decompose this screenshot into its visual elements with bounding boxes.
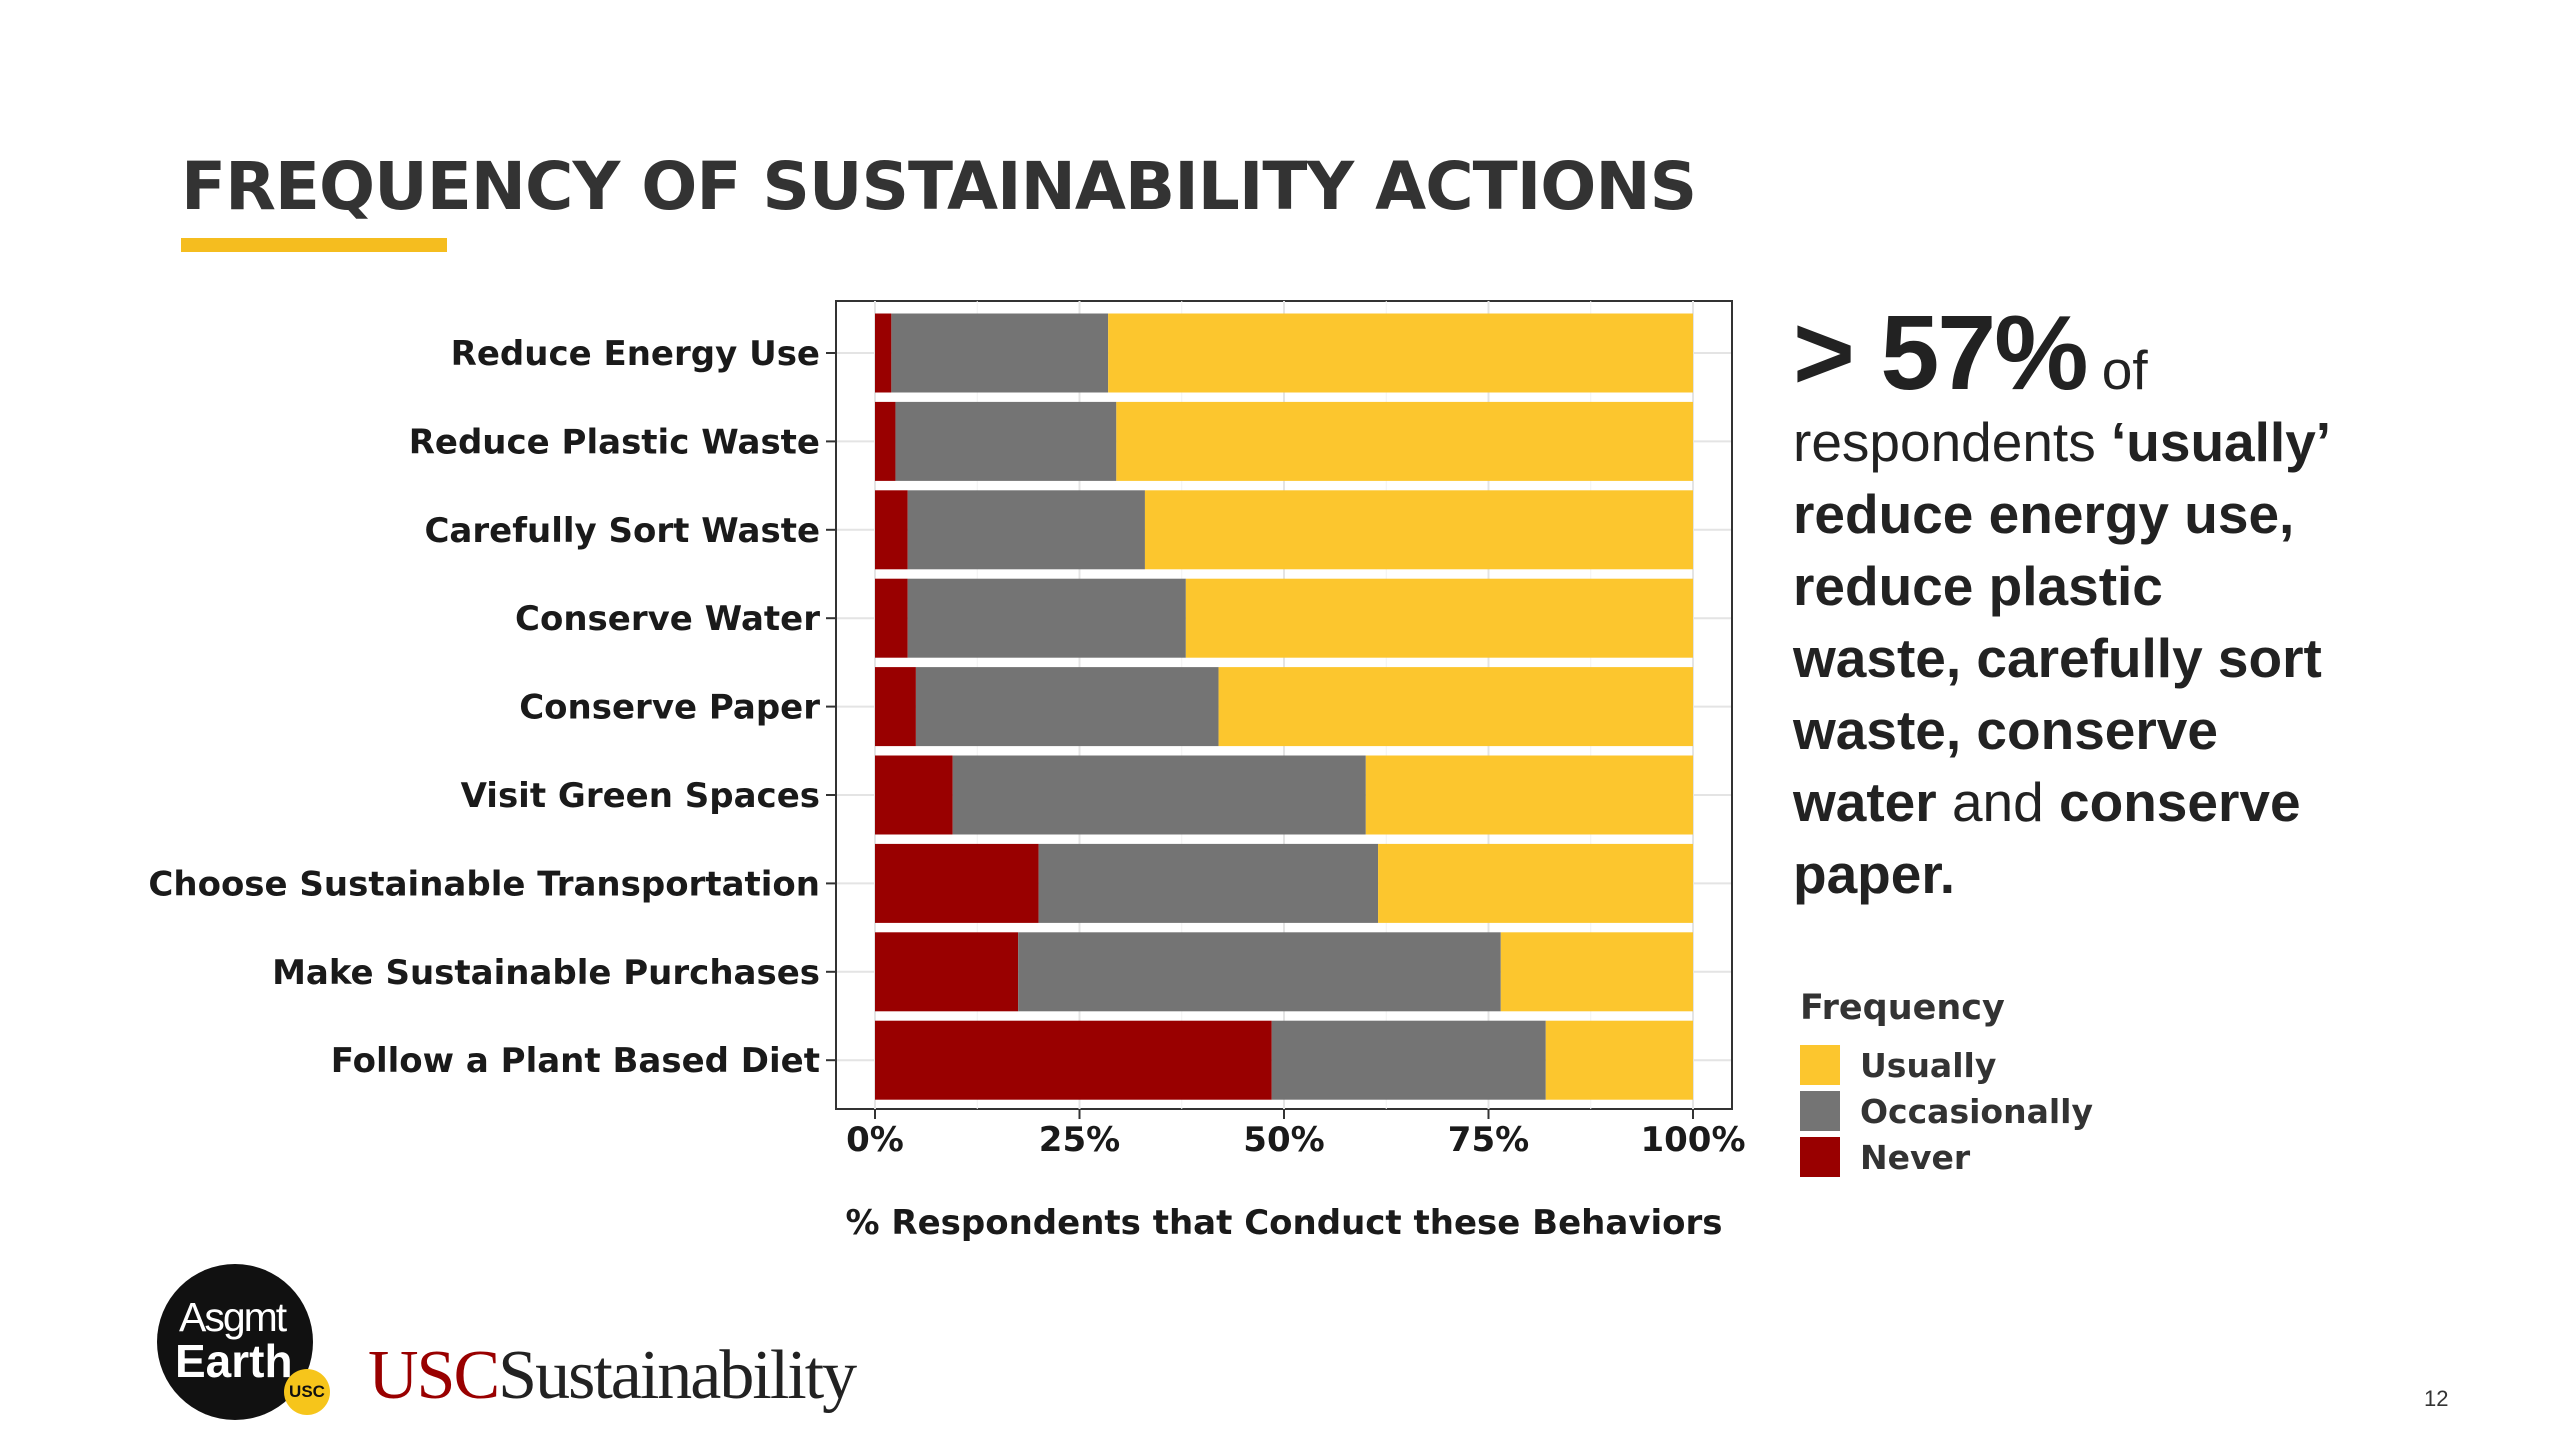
x-tick-label: 100% (1640, 1120, 1745, 1160)
bar-segment-never (875, 313, 892, 393)
callout-of: of (2101, 339, 2148, 401)
bar-segment-occasionally (1038, 843, 1379, 923)
callout-line-1: respondents ‘usually’ (1793, 406, 2493, 478)
callout-item: reduce energy use, (1793, 483, 2295, 545)
bar-segment-never (875, 843, 1039, 923)
bar-segment-usually (1218, 667, 1693, 747)
wordmark-sustainability: Sustainability (498, 1337, 857, 1414)
bar-segment-occasionally (895, 401, 1117, 481)
bar-segment-occasionally (915, 667, 1219, 747)
bar-segment-never (875, 490, 908, 570)
legend-item-occasionally: Occasionally (1800, 1088, 2093, 1134)
bar-segment-never (875, 755, 953, 835)
callout-item: reduce plastic (1793, 555, 2163, 617)
category-label: Follow a Plant Based Diet (331, 1041, 820, 1081)
x-tick-label: 0% (846, 1120, 904, 1160)
callout-item: water (1793, 771, 1937, 833)
category-label: Visit Green Spaces (461, 776, 820, 816)
chart-legend: Frequency Usually Occasionally Never (1800, 988, 2093, 1180)
x-axis-label: % Respondents that Conduct these Behavio… (846, 1203, 1723, 1243)
category-label: Make Sustainable Purchases (272, 953, 820, 993)
category-label: Reduce Energy Use (451, 334, 820, 374)
legend-swatch (1800, 1045, 1840, 1085)
x-tick-label: 50% (1243, 1120, 1324, 1160)
callout-line-2: reduce energy use, (1793, 478, 2493, 550)
bar-segment-occasionally (891, 313, 1109, 393)
legend-title: Frequency (1800, 988, 2005, 1028)
category-label: Choose Sustainable Transportation (148, 864, 820, 904)
category-labels: Reduce Energy Use Reduce Plastic Waste Car… (148, 334, 836, 1081)
callout-line-4: waste, carefully sort (1793, 622, 2493, 694)
logo-usc-badge: USC (284, 1369, 330, 1415)
category-label: Conserve Water (515, 599, 820, 639)
callout-line-3: reduce plastic (1793, 550, 2493, 622)
bar-segment-never (875, 401, 896, 481)
bar-segment-usually (1500, 932, 1693, 1012)
callout-headline-line: > 57% of (1793, 300, 2493, 406)
category-label: Conserve Paper (519, 688, 820, 728)
bar-segment-never (875, 932, 1019, 1012)
x-tick-label: 75% (1448, 1120, 1529, 1160)
bar-segment-never (875, 667, 916, 747)
legend-label: Occasionally (1860, 1091, 2093, 1131)
logo-text-asgmt: Asgmt (179, 1294, 287, 1340)
callout-line-7: paper. (1793, 838, 2493, 910)
callout-usually: ‘usually’ (2111, 411, 2332, 473)
bar-segment-usually (1116, 401, 1693, 481)
legend-item-never: Never (1800, 1134, 2093, 1180)
slide-title: FREQUENCY OF SUSTAINABILITY ACTIONS (181, 148, 1697, 225)
bar-segment-usually (1545, 1020, 1693, 1100)
callout-line-5: waste, conserve (1793, 694, 2493, 766)
callout-item: conserve (2059, 771, 2301, 833)
bar-segment-usually (1144, 490, 1693, 570)
bar-segment-usually (1378, 843, 1693, 923)
bar-segment-never (875, 578, 908, 658)
logo-text-earth: Earth (175, 1335, 293, 1387)
legend-item-usually: Usually (1800, 1042, 2093, 1088)
x-axis-ticks: 0% 25% 50% 75% 100% (846, 1109, 1746, 1160)
bar-segment-occasionally (1018, 932, 1501, 1012)
bar-segment-never (875, 1020, 1272, 1100)
usc-sustainability-logo: USCSustainability (368, 1336, 857, 1416)
callout-line-6: water and conserve (1793, 766, 2493, 838)
bar-segment-usually (1108, 313, 1693, 393)
callout-respondents: respondents (1793, 411, 2096, 473)
bars (875, 313, 1693, 1100)
bar-segment-occasionally (952, 755, 1366, 835)
bar-segment-usually (1365, 755, 1693, 835)
callout-item: paper. (1793, 843, 1956, 905)
legend-label: Never (1860, 1137, 1971, 1177)
bar-segment-occasionally (907, 578, 1186, 658)
callout-text: > 57% of respondents ‘usually’ reduce en… (1793, 300, 2493, 910)
bar-segment-occasionally (1271, 1020, 1546, 1100)
legend-swatch (1800, 1091, 1840, 1131)
callout-item: waste, carefully sort (1793, 627, 2322, 689)
callout-percentage: > 57% (1793, 294, 2089, 412)
category-label: Reduce Plastic Waste (409, 422, 820, 462)
title-underline (181, 238, 447, 252)
callout-item: waste, conserve (1793, 699, 2218, 761)
bar-segment-occasionally (907, 490, 1145, 570)
category-label: Carefully Sort Waste (424, 511, 820, 551)
legend-swatch (1800, 1137, 1840, 1177)
legend-label: Usually (1860, 1045, 1997, 1085)
wordmark-usc: USC (368, 1337, 500, 1414)
asgmt-earth-logo: Asgmt Earth USC (157, 1264, 330, 1420)
callout-and: and (1951, 771, 2044, 833)
bar-segment-usually (1185, 578, 1693, 658)
x-tick-label: 25% (1039, 1120, 1120, 1160)
page-number: 12 (2424, 1386, 2449, 1411)
